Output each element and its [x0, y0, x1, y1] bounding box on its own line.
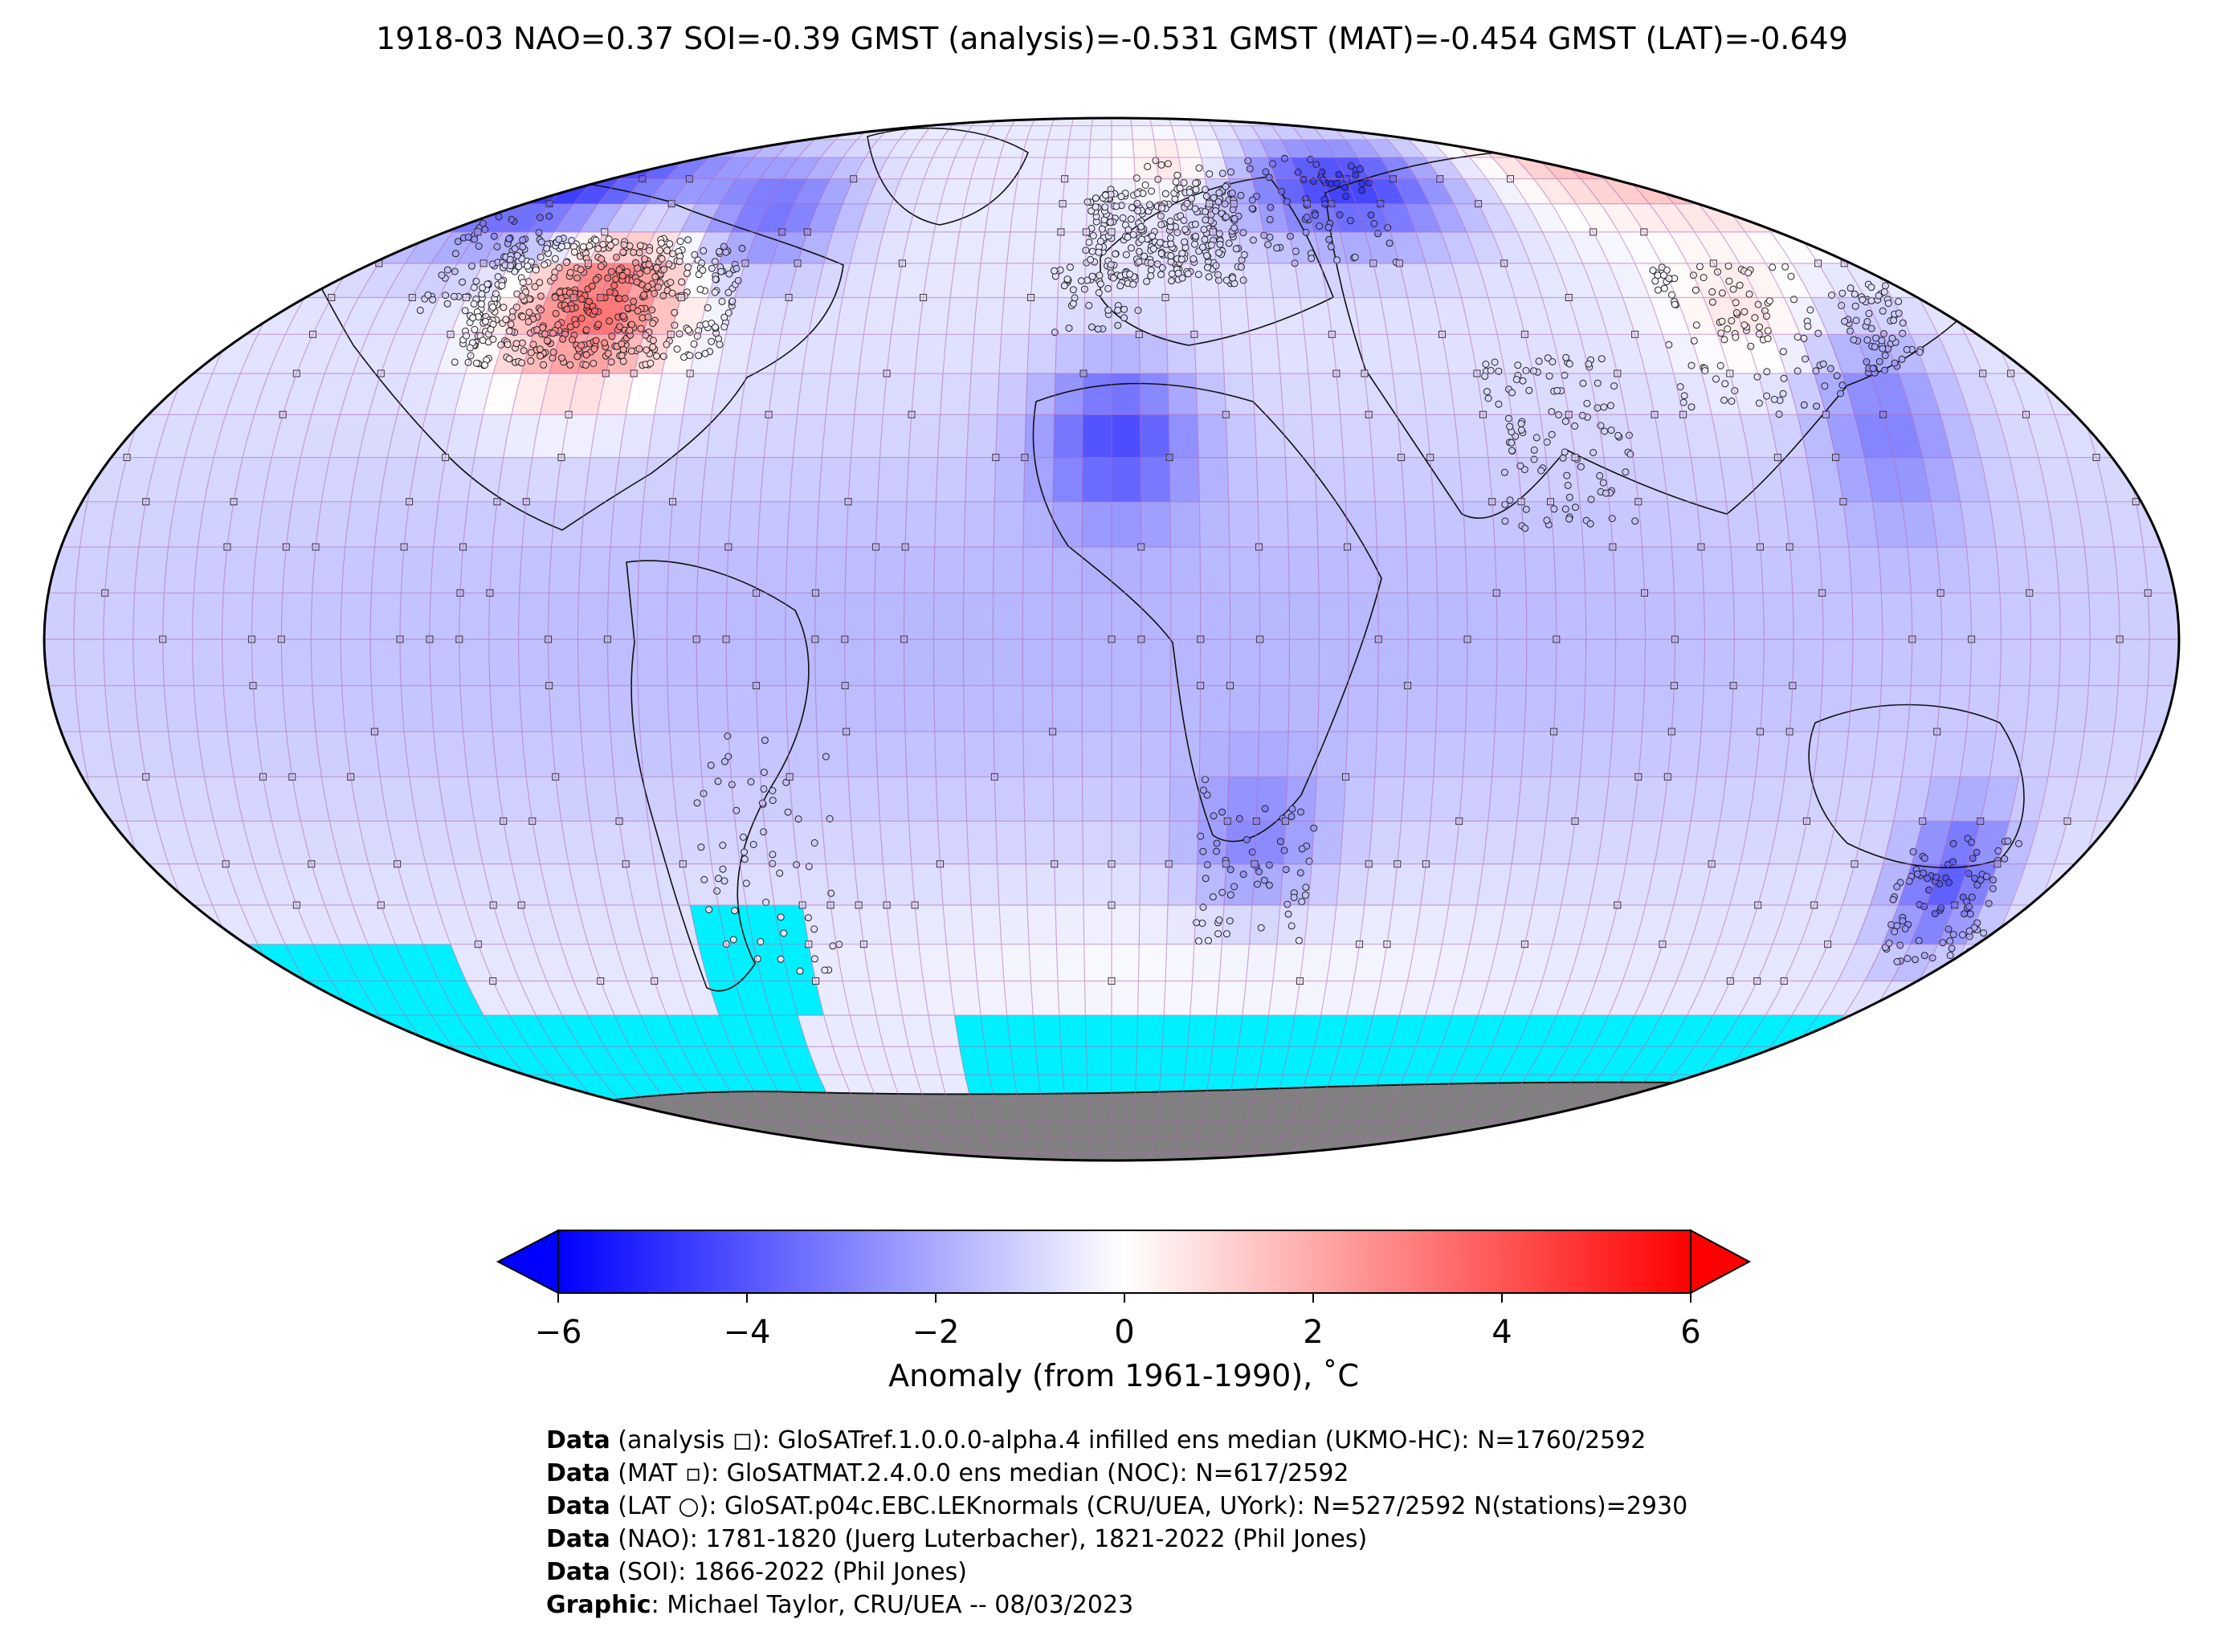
credit-text: (MAT ▫): GloSATMAT.2.4.0.0 ens median (N… [610, 1459, 1349, 1487]
credit-label: Graphic [546, 1591, 651, 1619]
credit-line: Data (LAT ○): GloSAT.p04c.EBC.LEKnormals… [546, 1490, 2153, 1523]
credit-line: Data (SOI): 1866-2022 (Phil Jones) [546, 1556, 2153, 1589]
credits-block: Data (analysis ◻): GloSATref.1.0.0.0-alp… [546, 1424, 2153, 1621]
credit-text: : Michael Taylor, CRU/UEA -- 08/03/2023 [651, 1591, 1134, 1619]
colorbar-extend-cold [496, 1229, 559, 1295]
europe-outline [1100, 176, 1335, 346]
south-america-outline [626, 560, 810, 992]
credit-text: (SOI): 1866-2022 (Phil Jones) [610, 1558, 967, 1586]
credit-label: Data [546, 1426, 610, 1454]
colorbar-label: Anomaly (from 1961-1990), ˚C [888, 1358, 1359, 1393]
north-america-outline [288, 171, 844, 531]
africa-outline [1032, 382, 1382, 842]
credit-line: Data (MAT ▫): GloSATMAT.2.4.0.0 ens medi… [546, 1457, 2153, 1490]
credit-label: Data [546, 1558, 610, 1586]
credit-label: Data [546, 1492, 610, 1520]
credit-label: Data [546, 1525, 610, 1553]
credit-line: Graphic: Michael Taylor, CRU/UEA -- 08/0… [546, 1589, 2153, 1621]
colorbar-tick-label: 4 [1492, 1314, 1512, 1351]
colorbar-tick-label: 2 [1303, 1314, 1323, 1351]
colorbar-tick-label: −4 [724, 1314, 771, 1351]
colorbar-tick-label: −2 [912, 1314, 960, 1351]
credit-line: Data (analysis ◻): GloSATref.1.0.0.0-alp… [546, 1424, 2153, 1457]
colorbar-tick-label: 0 [1114, 1314, 1134, 1351]
robinson-map [43, 116, 2181, 1162]
credit-text: (LAT ○): GloSAT.p04c.EBC.LEKnormals (CRU… [610, 1492, 1688, 1520]
colorbar-tick-label: −6 [535, 1314, 582, 1351]
colorbar-extend-warm [1690, 1229, 1752, 1295]
map-title: 1918-03 NAO=0.37 SOI=-0.39 GMST (analysi… [376, 21, 1848, 56]
credit-text: (NAO): 1781-1820 (Juerg Luterbacher), 18… [610, 1525, 1368, 1553]
colorbar-tick-label: 6 [1680, 1314, 1700, 1351]
credit-label: Data [546, 1459, 610, 1487]
credit-line: Data (NAO): 1781-1820 (Juerg Luterbacher… [546, 1523, 2153, 1556]
credit-text: (analysis ◻): GloSATref.1.0.0.0-alpha.4 … [610, 1426, 1647, 1454]
colorbar-bar [557, 1230, 1691, 1294]
